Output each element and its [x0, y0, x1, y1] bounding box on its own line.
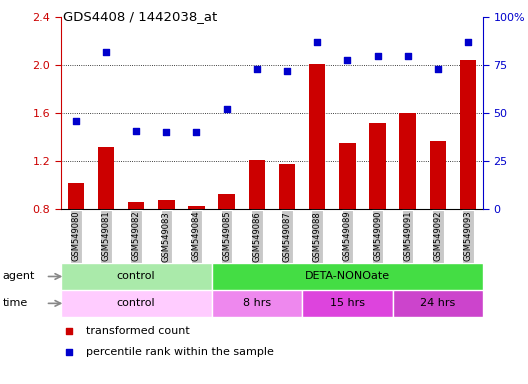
Bar [98, 147, 114, 209]
Text: GSM549085: GSM549085 [222, 211, 231, 262]
Point [283, 68, 291, 74]
Point [403, 53, 412, 59]
Text: GSM549089: GSM549089 [343, 211, 352, 262]
Bar [393, 290, 483, 317]
Text: GSM549087: GSM549087 [282, 211, 291, 262]
Point [433, 66, 442, 72]
Bar [302, 290, 393, 317]
Bar [61, 290, 212, 317]
Text: GSM549093: GSM549093 [464, 211, 473, 262]
Text: GSM549084: GSM549084 [192, 211, 201, 262]
Text: GSM549086: GSM549086 [252, 211, 261, 262]
Point [313, 39, 322, 45]
Point [162, 129, 171, 136]
Text: time: time [3, 298, 28, 308]
Bar [430, 141, 446, 209]
Point [222, 106, 231, 113]
Text: 15 hrs: 15 hrs [330, 298, 365, 308]
Text: agent: agent [3, 271, 35, 281]
Bar [68, 183, 84, 209]
Text: DETA-NONOate: DETA-NONOate [305, 271, 390, 281]
Text: 8 hrs: 8 hrs [243, 298, 271, 308]
Point [72, 118, 80, 124]
Point [464, 39, 472, 45]
Bar [279, 164, 295, 209]
Bar [158, 200, 175, 209]
Text: GSM549088: GSM549088 [313, 211, 322, 262]
Bar [399, 113, 416, 209]
Bar [212, 263, 483, 290]
Text: GSM549090: GSM549090 [373, 211, 382, 262]
Bar [219, 194, 235, 209]
Point [192, 129, 201, 136]
Bar [61, 263, 212, 290]
Text: control: control [117, 271, 155, 281]
Bar [188, 206, 205, 209]
Point [343, 56, 352, 63]
Bar [369, 123, 386, 209]
Text: GSM549082: GSM549082 [131, 211, 140, 262]
Text: GSM549081: GSM549081 [101, 211, 110, 262]
Bar [460, 61, 476, 209]
Text: control: control [117, 298, 155, 308]
Bar [309, 64, 325, 209]
Point [65, 349, 73, 356]
Point [252, 66, 261, 72]
Bar [249, 160, 265, 209]
Text: GSM549091: GSM549091 [403, 211, 412, 262]
Text: GSM549080: GSM549080 [71, 211, 80, 262]
Text: percentile rank within the sample: percentile rank within the sample [86, 347, 274, 358]
Bar [339, 143, 356, 209]
Text: GSM549092: GSM549092 [433, 211, 442, 262]
Text: 24 hrs: 24 hrs [420, 298, 456, 308]
Text: transformed count: transformed count [86, 326, 190, 336]
Point [132, 127, 140, 134]
Bar [212, 290, 302, 317]
Bar [128, 202, 145, 209]
Text: GSM549083: GSM549083 [162, 211, 171, 262]
Point [373, 53, 382, 59]
Point [102, 49, 110, 55]
Text: GDS4408 / 1442038_at: GDS4408 / 1442038_at [63, 10, 218, 23]
Point [65, 328, 73, 334]
